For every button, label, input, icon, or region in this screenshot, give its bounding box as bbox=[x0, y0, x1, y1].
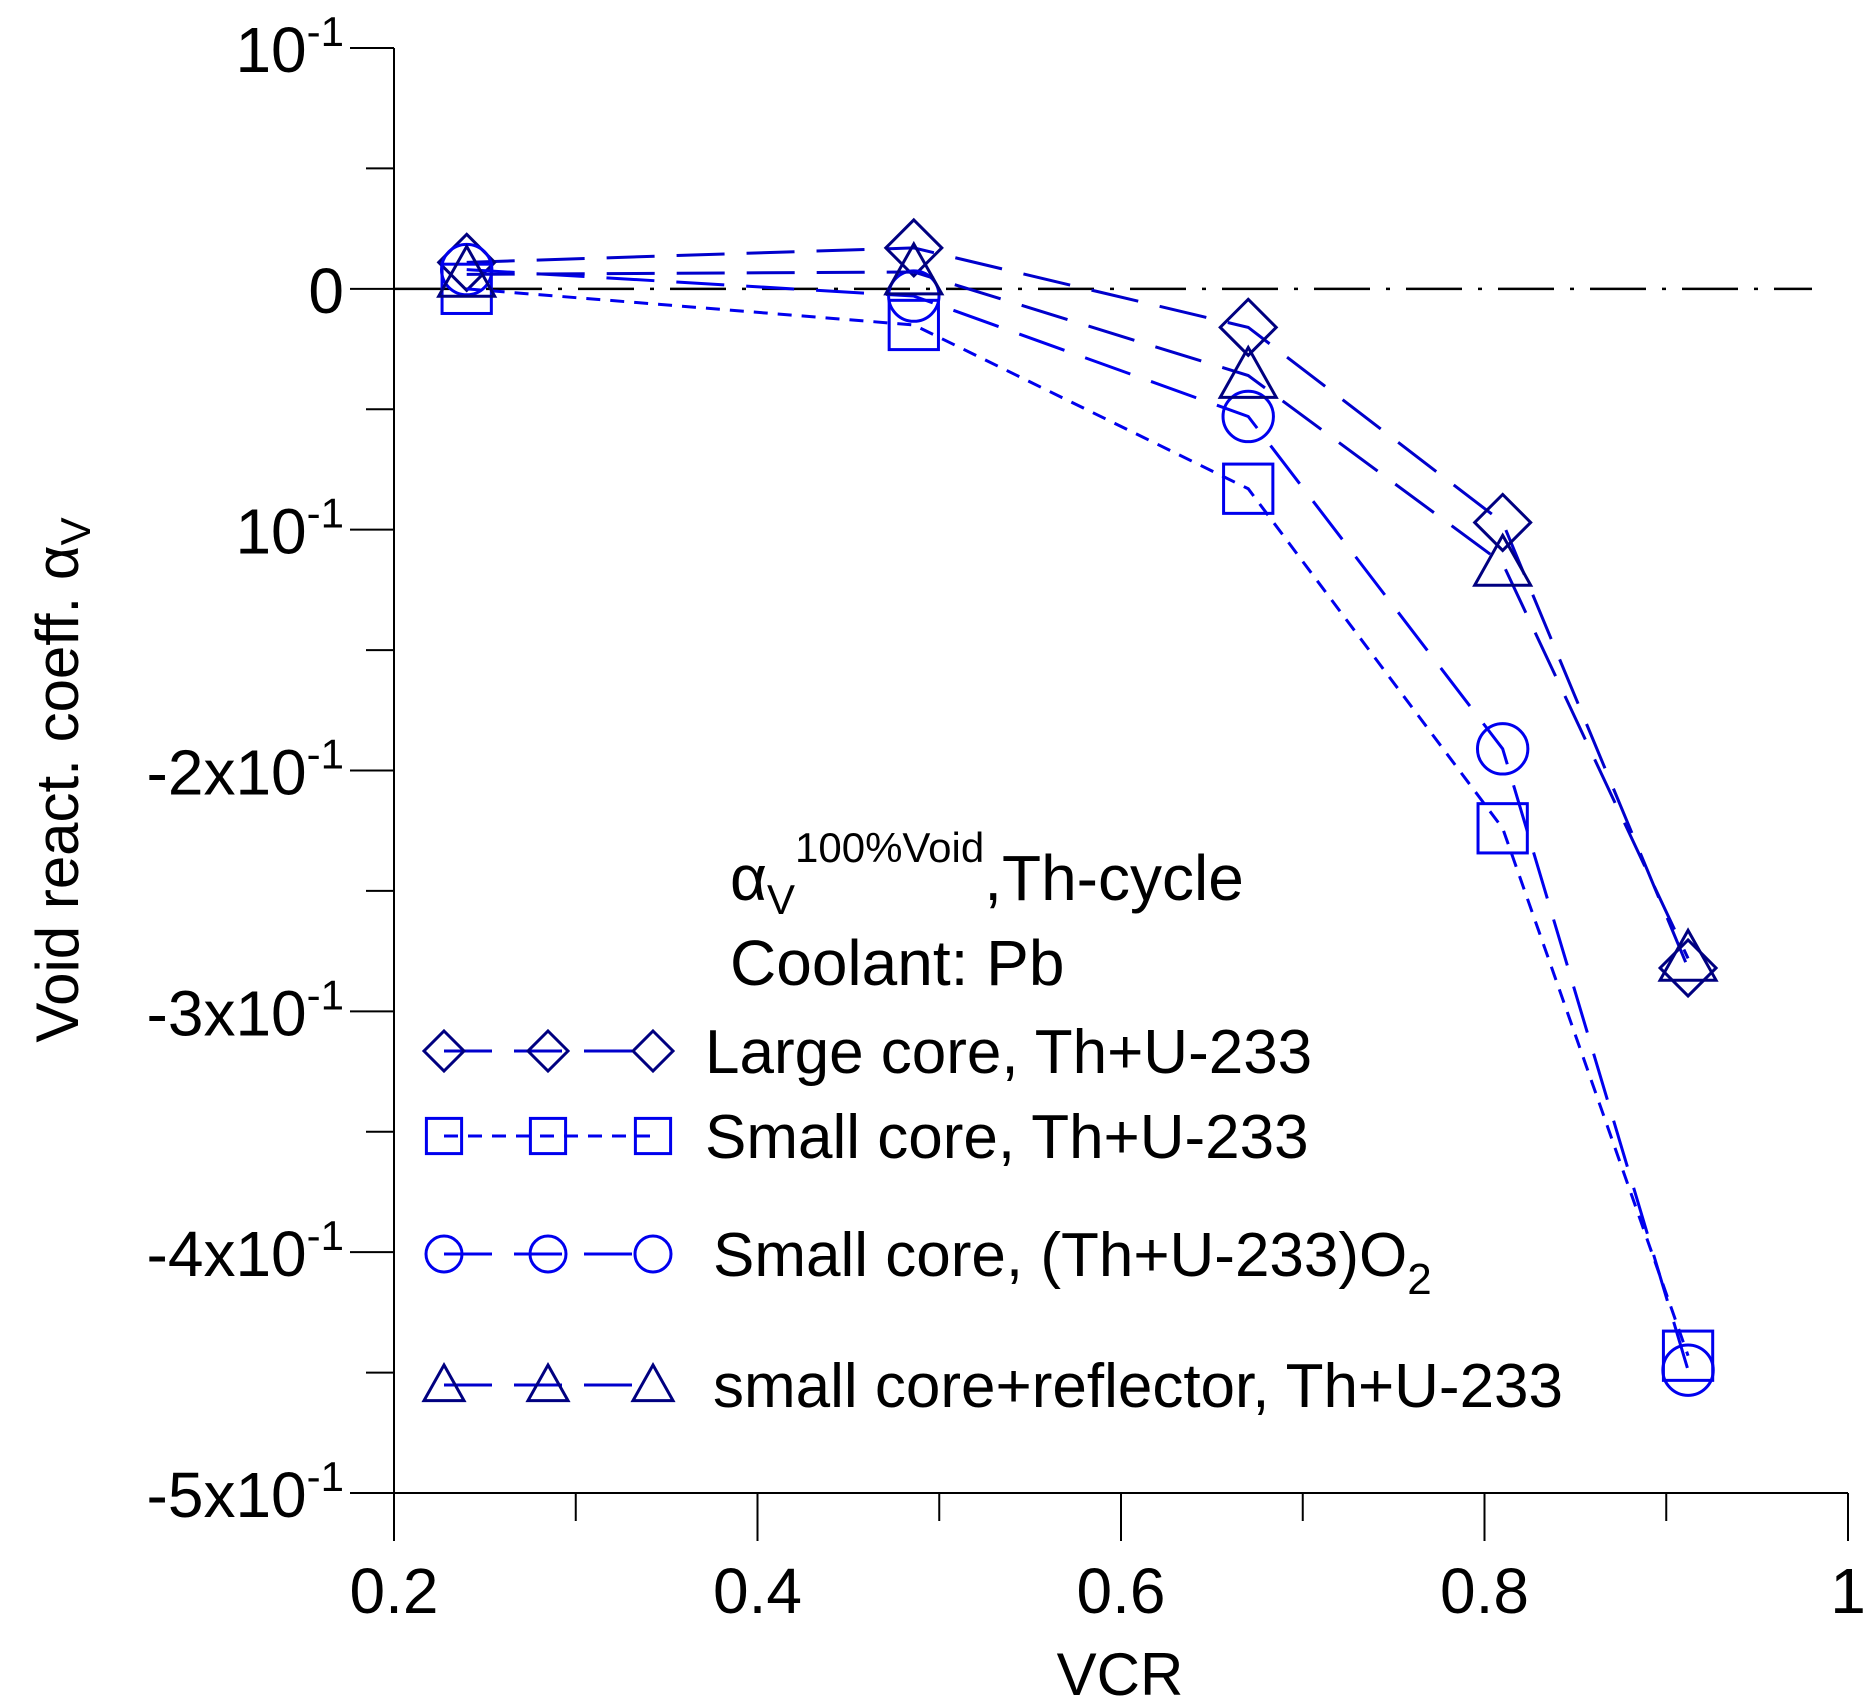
legend-marker-square bbox=[424, 1116, 464, 1156]
y-tick-mantissa: -4x10 bbox=[147, 1218, 307, 1290]
y-tick-mantissa: -3x10 bbox=[147, 977, 307, 1049]
x-axis-title: VCR bbox=[1057, 1641, 1184, 1706]
legend-marker-diamond bbox=[630, 1028, 676, 1074]
legend-marker-triangle bbox=[525, 1361, 571, 1403]
y-tick-exponent: -1 bbox=[307, 731, 344, 778]
annotation-rest: ,Th-cycle bbox=[984, 842, 1244, 914]
y-tick-label: 0 bbox=[308, 255, 344, 327]
annotation-superscript: 100%Void bbox=[795, 824, 984, 871]
annotation-line2: Coolant: Pb bbox=[730, 927, 1064, 999]
legend-label-text: Small core, (Th+U-233)O bbox=[713, 1221, 1407, 1290]
y-tick-label: 10-1 bbox=[235, 8, 344, 86]
x-tick-label: 0.8 bbox=[1440, 1555, 1529, 1627]
data-point-diamond bbox=[1218, 297, 1279, 358]
x-tick-label: 1 bbox=[1830, 1555, 1864, 1627]
series-circle bbox=[440, 242, 1715, 1397]
series-line bbox=[466, 246, 1690, 969]
x-tick-label: 0.4 bbox=[713, 1555, 802, 1627]
y-axis-title-text: Void react. coeff. α bbox=[24, 545, 91, 1042]
y-tick-label: -2x10-1 bbox=[147, 731, 344, 809]
y-tick-exponent: -1 bbox=[307, 490, 344, 537]
series-line bbox=[466, 268, 1690, 1371]
legend-item: Large core, Th+U-233 bbox=[421, 1018, 1312, 1087]
annotation-subscript: V bbox=[767, 876, 795, 923]
y-axis-title: Void react. coeff. αV bbox=[24, 517, 99, 1042]
data-point-circle bbox=[1475, 722, 1530, 776]
legend-marker-circle bbox=[528, 1234, 568, 1274]
legend-label-text: small core+reflector, Th+U-233 bbox=[713, 1352, 1563, 1421]
data-point-triangle bbox=[1217, 344, 1279, 399]
legend-label: Small core, (Th+U-233)O2 bbox=[713, 1221, 1432, 1304]
annotation-symbol: α bbox=[730, 842, 767, 914]
y-tick-mantissa: 0 bbox=[308, 255, 344, 327]
y-tick-mantissa: 10 bbox=[235, 14, 306, 86]
y-tick-label: -5x10-1 bbox=[147, 1453, 344, 1531]
annotation-line1: αV100%Void,Th-cycle bbox=[730, 824, 1244, 923]
legend-item: Small core, Th+U-233 bbox=[424, 1103, 1309, 1172]
y-tick-exponent: -1 bbox=[307, 8, 344, 55]
y-tick-mantissa: -5x10 bbox=[147, 1459, 307, 1531]
y-tick-label: -3x10-1 bbox=[147, 971, 344, 1049]
legend-marker-triangle bbox=[421, 1361, 467, 1403]
data-point-diamond bbox=[1657, 937, 1719, 999]
y-tick-exponent: -1 bbox=[307, 1212, 344, 1259]
data-point-triangle bbox=[436, 243, 498, 298]
data-point-circle bbox=[1661, 1343, 1715, 1397]
legend-marker-diamond bbox=[525, 1028, 571, 1074]
legend: Large core, Th+U-233 Small core, Th+U-233… bbox=[421, 1018, 1563, 1421]
series-layer bbox=[436, 217, 1719, 1397]
data-point-diamond bbox=[1472, 492, 1533, 553]
legend-item: small core+reflector, Th+U-233 bbox=[421, 1352, 1563, 1421]
y-axis-title-subscript: V bbox=[52, 517, 99, 545]
y-tick-mantissa: -2x10 bbox=[147, 737, 307, 809]
legend-label-subscript: 2 bbox=[1407, 1255, 1431, 1304]
legend-label-text: Small core, Th+U-233 bbox=[705, 1103, 1309, 1172]
series-line bbox=[466, 287, 1690, 1357]
legend-item: Small core, (Th+U-233)O2 bbox=[424, 1221, 1432, 1304]
data-point-triangle bbox=[1657, 927, 1719, 982]
legend-marker-diamond bbox=[421, 1028, 467, 1074]
legend-label: Small core, Th+U-233 bbox=[705, 1103, 1309, 1172]
legend-label: Large core, Th+U-233 bbox=[705, 1018, 1312, 1087]
data-point-diamond bbox=[883, 217, 944, 279]
y-tick-mantissa: 10 bbox=[235, 496, 306, 568]
legend-marker-circle bbox=[424, 1234, 464, 1274]
series-triangle bbox=[436, 240, 1719, 982]
data-point-triangle bbox=[883, 240, 945, 296]
x-tick-label: 0.6 bbox=[1077, 1555, 1166, 1627]
data-point-square bbox=[1661, 1329, 1715, 1382]
legend-marker-square bbox=[633, 1116, 673, 1156]
data-point-square bbox=[1222, 462, 1275, 515]
y-tick-exponent: -1 bbox=[307, 1453, 344, 1500]
legend-marker-triangle bbox=[630, 1361, 676, 1403]
legend-label-text: Large core, Th+U-233 bbox=[705, 1018, 1312, 1087]
x-tick-label: 0.2 bbox=[350, 1555, 439, 1627]
data-point-square bbox=[887, 298, 940, 352]
legend-label: small core+reflector, Th+U-233 bbox=[713, 1352, 1563, 1421]
data-point-circle bbox=[1221, 389, 1275, 444]
y-tick-label: -4x10-1 bbox=[147, 1212, 344, 1290]
y-tick-exponent: -1 bbox=[307, 971, 344, 1018]
data-point-triangle bbox=[1472, 532, 1534, 587]
y-tick-label: 10-1 bbox=[235, 490, 344, 568]
legend-marker-circle bbox=[633, 1234, 673, 1274]
legend-marker-square bbox=[528, 1116, 568, 1156]
series-line bbox=[466, 270, 1690, 959]
axes: 10-1010-1-2x10-1-3x10-1-4x10-1-5x10-10.2… bbox=[24, 8, 1864, 1706]
